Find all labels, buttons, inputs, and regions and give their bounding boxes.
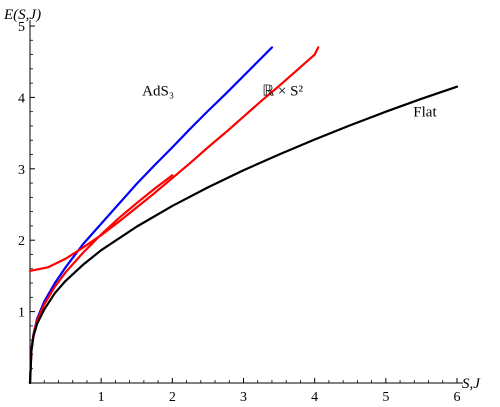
y-tick-label: 4 [18, 91, 25, 106]
x-tick-label: 2 [169, 390, 176, 405]
series-label: AdS₃ [142, 83, 174, 99]
series-line-r-s [28, 46, 320, 272]
series-labels: AdS₃ ℝ × S² Flat [142, 83, 437, 120]
series-label: Flat [413, 105, 437, 121]
y-tick-label: 5 [18, 20, 25, 35]
plot-area [28, 46, 459, 385]
x-axis-title: S,J [462, 376, 481, 392]
series-line-flat [28, 85, 459, 385]
x-tick-label: 3 [240, 390, 247, 405]
axes: 1 2 3 4 5 6 1 2 3 4 5 [18, 20, 463, 405]
y-axis-title: E(S,J) [3, 7, 41, 23]
series-label: ℝ × S² [262, 83, 303, 99]
y-tick-label: 3 [18, 163, 25, 178]
y-tick-label: 1 [18, 306, 25, 321]
x-tick-label: 4 [311, 390, 318, 405]
x-tick-label: 1 [98, 390, 105, 405]
y-tick-label: 2 [18, 234, 25, 249]
series-line-r-s-lower-branch [28, 174, 174, 385]
x-tick-label: 5 [382, 390, 389, 405]
x-tick-label: 6 [454, 390, 461, 405]
